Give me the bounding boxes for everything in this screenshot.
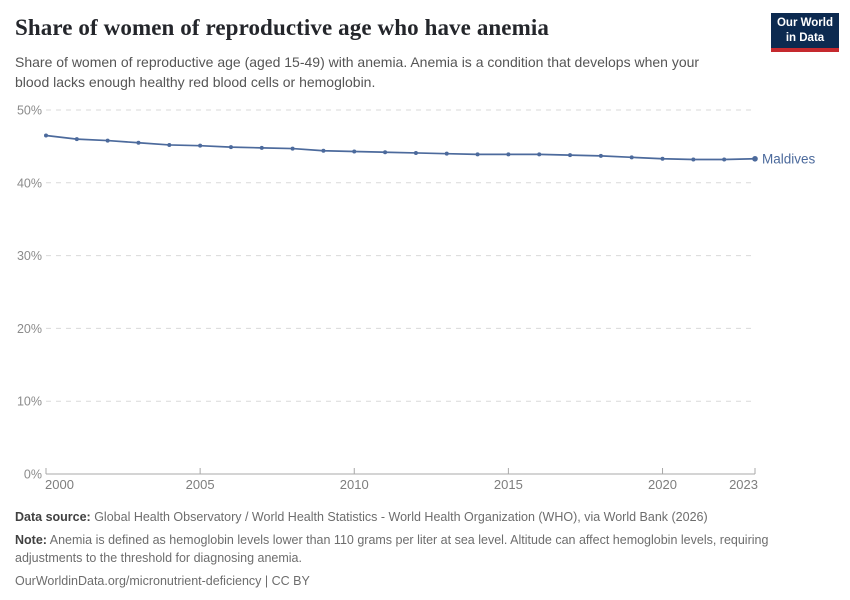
data-point[interactable] — [444, 151, 449, 156]
data-point[interactable] — [198, 143, 203, 148]
y-axis-label: 30% — [17, 249, 42, 263]
y-axis-label: 10% — [17, 395, 42, 409]
data-point[interactable] — [383, 150, 388, 155]
y-axis-label: 50% — [17, 104, 42, 118]
line-chart: 0% 10% 20% 30% 40% 50% 2000 2005 2010 2015 2020 202… — [17, 104, 816, 493]
owid-logo-line2: in Data — [785, 31, 825, 44]
data-point[interactable] — [691, 157, 696, 162]
data-point[interactable] — [136, 140, 141, 145]
page-title: Share of women of reproductive age who h… — [15, 15, 549, 40]
data-point[interactable] — [321, 148, 326, 153]
y-axis-label: 40% — [17, 176, 42, 190]
chart-footer: Data source: Global Health Observatory /… — [15, 509, 827, 591]
license-link[interactable]: OurWorldinData.org/micronutrient-deficie… — [15, 574, 310, 589]
y-axis-label: 20% — [17, 322, 42, 336]
trend-line[interactable] — [45, 134, 756, 161]
data-point[interactable] — [537, 152, 542, 157]
x-axis-label: 2020 — [648, 477, 677, 492]
data-point[interactable] — [290, 146, 295, 151]
x-axis-label: 2023 — [729, 477, 758, 492]
data-point[interactable] — [752, 155, 758, 162]
data-point[interactable] — [506, 152, 511, 157]
x-axis-label: 2015 — [494, 477, 523, 492]
data-point[interactable] — [629, 155, 634, 160]
data-point[interactable] — [660, 156, 665, 161]
data-point[interactable] — [228, 145, 233, 150]
owid-logo-line1: Our World — [776, 17, 833, 30]
note-line: Note: Anemia is defined as hemoglobin le… — [15, 532, 815, 568]
data-point[interactable] — [568, 153, 573, 158]
data-point[interactable] — [167, 142, 172, 147]
owid-logo[interactable]: Our World in Data — [771, 13, 839, 52]
x-axis-label: 2010 — [340, 477, 369, 492]
data-source-label: Data source: — [15, 510, 91, 524]
data-point[interactable] — [352, 149, 357, 154]
data-point[interactable] — [74, 137, 79, 142]
data-point[interactable] — [413, 150, 418, 155]
y-axis-label: 0% — [24, 468, 42, 482]
data-point[interactable] — [259, 145, 264, 150]
data-point[interactable] — [475, 152, 480, 157]
note-label: Note: — [15, 532, 47, 547]
series-label[interactable]: Maldives — [762, 151, 816, 166]
data-point[interactable] — [105, 138, 110, 143]
data-source-line: Data source: Global Health Observatory /… — [15, 509, 827, 527]
x-axis-label: 2005 — [186, 477, 215, 492]
data-point[interactable] — [44, 133, 48, 138]
data-point[interactable] — [722, 157, 727, 162]
chart-subtitle: Share of women of reproductive age (aged… — [15, 54, 700, 91]
x-axis-label: 2000 — [45, 477, 74, 492]
data-point[interactable] — [598, 153, 603, 158]
data-source-text: Global Health Observatory / World Health… — [90, 510, 708, 524]
note-text: Anemia is defined as hemoglobin levels l… — [15, 532, 769, 565]
